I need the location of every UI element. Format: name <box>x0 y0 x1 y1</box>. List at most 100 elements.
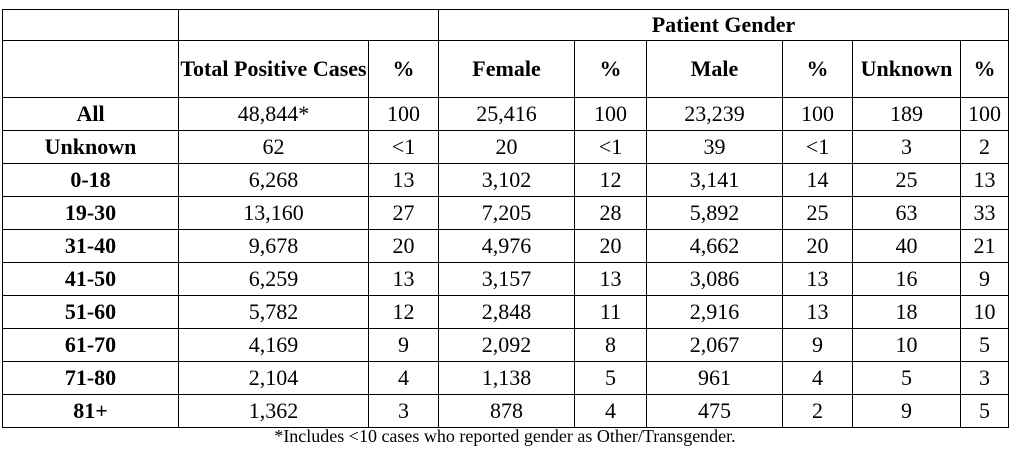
cell-female: 878 <box>438 394 575 428</box>
cell-male-pct: 4 <box>782 361 853 395</box>
cell-total: 2,104 <box>178 361 369 395</box>
cell-total-pct: 20 <box>368 229 439 263</box>
table-row: 31-40 9,678 20 4,976 20 4,662 20 40 21 <box>2 229 1010 263</box>
cell-unknown: 16 <box>852 262 961 296</box>
cell-female-pct: 100 <box>574 97 647 131</box>
cell-unknown: 5 <box>852 361 961 395</box>
cases-table-container: Patient Gender Total Positive Cases % Fe… <box>2 9 1010 428</box>
cell-total-pct: 3 <box>368 394 439 428</box>
cell-male: 475 <box>646 394 783 428</box>
cell-female-pct: 4 <box>574 394 647 428</box>
footnote: *Includes <10 cases who reported gender … <box>274 426 736 446</box>
cell-total: 4,169 <box>178 328 369 362</box>
table-row: 81+ 1,362 3 878 4 475 2 9 5 <box>2 394 1010 428</box>
cell-male: 23,239 <box>646 97 783 131</box>
table-row: 61-70 4,169 9 2,092 8 2,067 9 10 5 <box>2 328 1010 362</box>
total-positive-cases-header: Total Positive Cases <box>178 40 369 98</box>
unknown-pct-header: % <box>959 40 1010 98</box>
table-body: All 48,844* 100 25,416 100 23,239 100 189 100 Unk… <box>2 97 1010 428</box>
row-label: 31-40 <box>2 229 179 263</box>
cell-female-pct: 20 <box>574 229 647 263</box>
table-row: 51-60 5,782 12 2,848 11 2,916 13 18 10 <box>2 295 1010 329</box>
cell-unknown-pct: 13 <box>959 163 1010 197</box>
cell-unknown: 189 <box>852 97 961 131</box>
cell-male-pct: 13 <box>782 262 853 296</box>
row-label: 19-30 <box>2 196 179 230</box>
female-header: Female <box>438 40 575 98</box>
cell-unknown-pct: 10 <box>959 295 1010 329</box>
cell-male-pct: 100 <box>782 97 853 131</box>
cell-female: 7,205 <box>438 196 575 230</box>
cell-unknown-pct: 100 <box>959 97 1010 131</box>
cell-total: 6,268 <box>178 163 369 197</box>
cell-unknown-pct: 9 <box>959 262 1010 296</box>
cell-total: 6,259 <box>178 262 369 296</box>
cell-male: 5,892 <box>646 196 783 230</box>
empty-total-cell <box>178 9 439 41</box>
cell-total: 1,362 <box>178 394 369 428</box>
cell-male: 2,067 <box>646 328 783 362</box>
cell-female-pct: 28 <box>574 196 647 230</box>
row-label: 71-80 <box>2 361 179 395</box>
cell-male-pct: 13 <box>782 295 853 329</box>
cell-total: 5,782 <box>178 295 369 329</box>
cell-unknown-pct: 3 <box>959 361 1010 395</box>
cell-female-pct: 8 <box>574 328 647 362</box>
cell-male: 4,662 <box>646 229 783 263</box>
unknown-header: Unknown <box>852 40 961 98</box>
cell-unknown: 63 <box>852 196 961 230</box>
cell-male: 3,086 <box>646 262 783 296</box>
cell-female: 4,976 <box>438 229 575 263</box>
cell-female: 2,092 <box>438 328 575 362</box>
cell-female: 25,416 <box>438 97 575 131</box>
cell-unknown: 25 <box>852 163 961 197</box>
row-label: 51-60 <box>2 295 179 329</box>
cell-total: 48,844* <box>178 97 369 131</box>
row-label: 81+ <box>2 394 179 428</box>
header-row-columns: Total Positive Cases % Female % Male % U… <box>2 40 1010 98</box>
cell-unknown-pct: 2 <box>959 130 1010 164</box>
cell-male: 3,141 <box>646 163 783 197</box>
male-pct-header: % <box>782 40 853 98</box>
cell-unknown: 10 <box>852 328 961 362</box>
male-header: Male <box>646 40 783 98</box>
row-label: Unknown <box>2 130 179 164</box>
table-row: 0-18 6,268 13 3,102 12 3,141 14 25 13 <box>2 163 1010 197</box>
cell-male-pct: 25 <box>782 196 853 230</box>
cell-total: 9,678 <box>178 229 369 263</box>
female-pct-header: % <box>574 40 647 98</box>
cell-male-pct: 9 <box>782 328 853 362</box>
patient-gender-header: Patient Gender <box>437 9 1010 41</box>
cell-male: 2,916 <box>646 295 783 329</box>
row-label: All <box>2 97 179 131</box>
table-row: All 48,844* 100 25,416 100 23,239 100 189 100 <box>2 97 1010 131</box>
row-label: 61-70 <box>2 328 179 362</box>
cell-total-pct: 100 <box>368 97 439 131</box>
total-pct-header: % <box>368 40 439 98</box>
empty-label-header <box>2 40 179 98</box>
table-row: Unknown 62 <1 20 <1 39 <1 3 2 <box>2 130 1010 164</box>
cell-total-pct: 4 <box>368 361 439 395</box>
cell-unknown: 3 <box>852 130 961 164</box>
cell-total: 62 <box>178 130 369 164</box>
cell-female: 2,848 <box>438 295 575 329</box>
cell-female-pct: 12 <box>574 163 647 197</box>
cell-female-pct: 13 <box>574 262 647 296</box>
cell-unknown-pct: 33 <box>959 196 1010 230</box>
cell-male: 39 <box>646 130 783 164</box>
row-label: 41-50 <box>2 262 179 296</box>
cell-female: 3,102 <box>438 163 575 197</box>
cell-total-pct: 13 <box>368 163 439 197</box>
cell-male: 961 <box>646 361 783 395</box>
cell-female-pct: 5 <box>574 361 647 395</box>
row-label: 0-18 <box>2 163 179 197</box>
table-row: 71-80 2,104 4 1,138 5 961 4 5 3 <box>2 361 1010 395</box>
cell-total: 13,160 <box>178 196 369 230</box>
cell-unknown-pct: 21 <box>959 229 1010 263</box>
cell-total-pct: <1 <box>368 130 439 164</box>
cell-female-pct: <1 <box>574 130 647 164</box>
header-row-group: Patient Gender <box>2 9 1010 41</box>
cell-male-pct: 2 <box>782 394 853 428</box>
cell-unknown-pct: 5 <box>959 328 1010 362</box>
table-row: 19-30 13,160 27 7,205 28 5,892 25 63 33 <box>2 196 1010 230</box>
